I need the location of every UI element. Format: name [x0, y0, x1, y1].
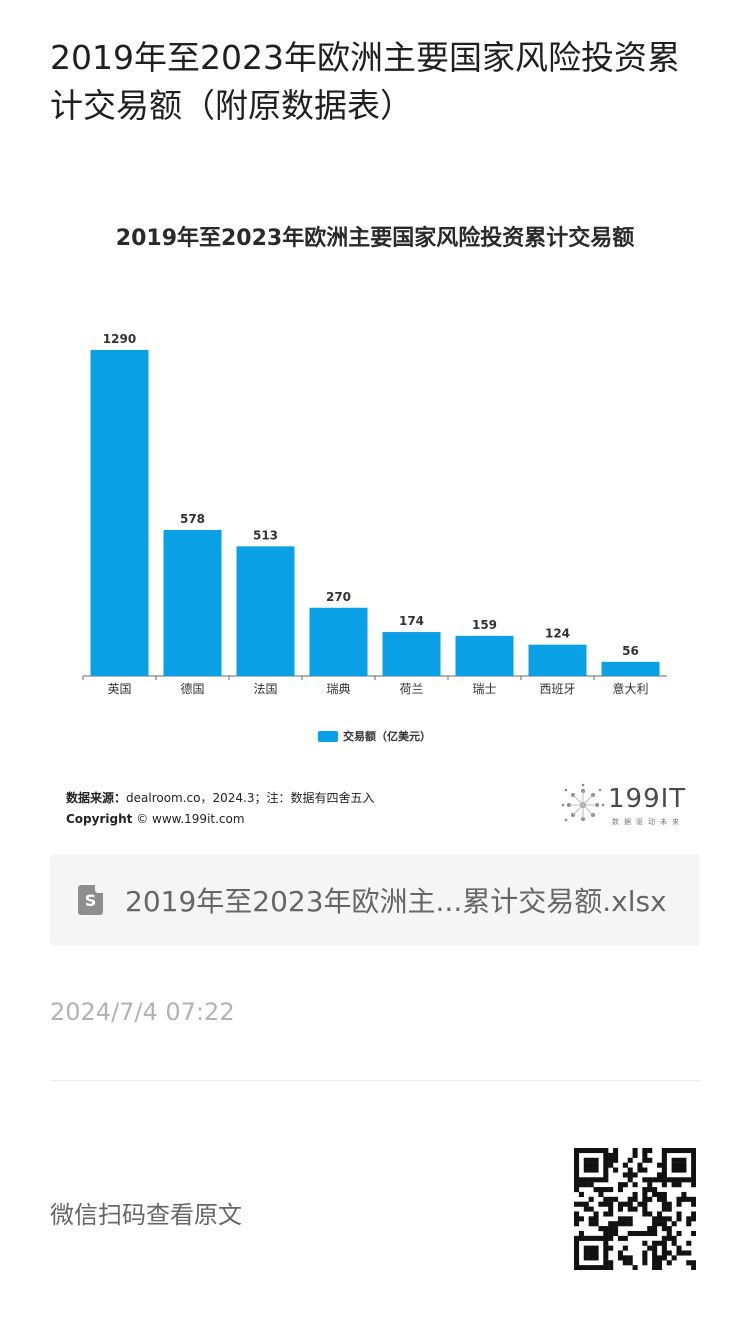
- bar-value-label: 578: [180, 512, 205, 526]
- chart-legend: 交易额（亿美元）: [318, 728, 431, 744]
- bar-value-label: 124: [545, 627, 570, 641]
- bar-3: [309, 607, 368, 676]
- bar-2: [236, 546, 295, 676]
- spreadsheet-file-icon: S: [78, 885, 103, 915]
- page-title: 2019年至2023年欧洲主要国家风险投资累计交易额（附原数据表）: [50, 38, 680, 125]
- attachment-card[interactable]: S 2019年至2023年欧洲主...累计交易额.xlsx: [50, 854, 700, 946]
- category-label: 荷兰: [399, 682, 423, 696]
- brand-tagline: 数据驱动未来: [612, 818, 684, 826]
- bar-1: [163, 529, 222, 676]
- chart-card: 1290 英国 578 德国 513 法国 270 瑞典 174 荷兰 159 瑞士 124 西班牙 56 意…: [50, 200, 700, 840]
- chart-title: 2019年至2023年欧洲主要国家风险投资累计交易额: [115, 226, 635, 251]
- bar-6: [528, 644, 587, 676]
- category-label: 意大利: [612, 681, 648, 696]
- bar-value-label: 159: [472, 618, 497, 632]
- bar-value-label: 270: [326, 590, 351, 604]
- category-label: 法国: [253, 682, 277, 696]
- category-label: 瑞典: [326, 682, 350, 696]
- scan-hint: 微信扫码查看原文: [50, 1201, 242, 1229]
- category-label: 德国: [180, 681, 204, 696]
- brand-logo: 199IT 数据驱动未来: [560, 780, 700, 830]
- divider: [50, 1080, 700, 1081]
- copyright-label: Copyright: [66, 812, 133, 826]
- bar-chart: 1290 英国 578 德国 513 法国 270 瑞典 174 荷兰 159 瑞士 124 西班牙 56 意…: [82, 332, 667, 696]
- bar-5: [455, 635, 514, 676]
- chart-source: 数据来源：dealroom.co，2024.3；注：数据有四舍五入 Copyri…: [66, 788, 375, 830]
- bar-4: [382, 632, 441, 676]
- source-text: dealroom.co，2024.3；注：数据有四舍五入: [126, 791, 375, 805]
- source-label: 数据来源：: [66, 791, 127, 805]
- brand-name: 199IT: [608, 784, 687, 814]
- bars-group: 1290 英国 578 德国 513 法国 270 瑞典 174 荷兰 159 瑞士 124 西班牙 56 意…: [82, 332, 667, 696]
- qr-code-icon[interactable]: [574, 1148, 696, 1270]
- category-label: 英国: [107, 682, 131, 696]
- dandelion-logo-icon: [561, 783, 605, 822]
- bar-value-label: 1290: [103, 332, 136, 346]
- publish-timestamp: 2024/7/4 07:22: [50, 998, 235, 1026]
- bar-7: [601, 661, 660, 676]
- bar-value-label: 513: [253, 528, 278, 542]
- bar-0: [90, 350, 149, 676]
- category-label: 瑞士: [472, 682, 496, 696]
- legend-swatch: [318, 730, 338, 742]
- attachment-file-name: 2019年至2023年欧洲主...累计交易额.xlsx: [125, 885, 667, 918]
- copyright-text: © www.199it.com: [132, 812, 245, 826]
- legend-label: 交易额（亿美元）: [343, 730, 431, 743]
- bar-value-label: 56: [622, 644, 639, 658]
- bar-value-label: 174: [399, 614, 424, 628]
- category-label: 西班牙: [539, 682, 575, 696]
